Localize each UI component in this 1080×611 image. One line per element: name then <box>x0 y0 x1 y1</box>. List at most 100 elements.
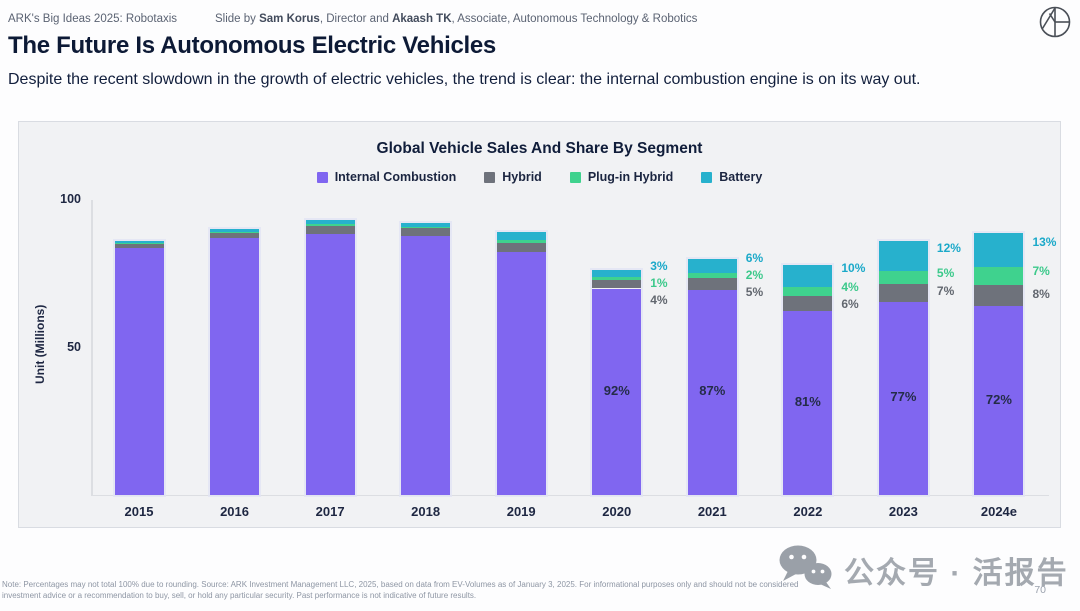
share-label-hybrid: 6% <box>841 296 859 311</box>
footer-note: Note: Percentages may not total 100% due… <box>2 579 987 601</box>
footer-note-line2: investment advice or a recommendation to… <box>2 591 477 600</box>
byline-author1: Sam Korus <box>259 13 320 25</box>
chart-title: Global Vehicle Sales And Share By Segmen… <box>376 140 703 157</box>
legend-label-hybrid: Hybrid <box>502 170 542 184</box>
legend-label-battery: Battery <box>719 170 763 184</box>
byline-suffix: , Associate, Autonomous Technology & Rob… <box>451 13 698 25</box>
bar-segment-battery <box>114 240 164 243</box>
wechat-icon <box>778 544 834 595</box>
share-label-battery: 10% <box>841 260 866 275</box>
bar-segment-battery <box>687 259 737 274</box>
x-axis-label: 2021 <box>697 504 727 519</box>
x-axis-label: 2023 <box>888 504 918 519</box>
legend-label-internal_combustion: Internal Combustion <box>334 170 457 184</box>
watermark: 公众号 · 活报告 <box>778 544 1069 595</box>
share-label-hybrid: 8% <box>1032 286 1050 301</box>
byline-middle: , Director and <box>319 13 393 25</box>
legend-item-battery: Battery <box>701 170 762 184</box>
bar-segment-internal_combustion <box>878 301 928 495</box>
y-tick-label: 100 <box>60 192 81 206</box>
share-label-battery: 6% <box>745 251 764 266</box>
chart-plot-area: Unit (Millions) 100 50 2015 2016 2017 2018 201… <box>19 122 1060 527</box>
legend-item-plug_in_hybrid: Plug-in Hybrid <box>569 170 674 184</box>
bar-segment-internal_combustion <box>114 248 164 495</box>
byline-author2: Akaash TK <box>392 13 452 25</box>
legend-label-plug_in_hybrid: Plug-in Hybrid <box>587 170 674 184</box>
legend-swatch-battery <box>701 171 713 183</box>
share-label-battery: 13% <box>1032 234 1057 249</box>
bar-segment-hybrid <box>974 285 1024 307</box>
byline: Slide by Sam Korus, Director and Akaash … <box>215 13 697 25</box>
page-number: 70 <box>1034 584 1046 596</box>
bar-segment-internal_combustion <box>592 288 642 495</box>
share-label-plug_in_hybrid: 4% <box>841 279 859 294</box>
bar-segment-battery <box>878 241 928 272</box>
subtitle: Despite the recent slowdown in the growt… <box>8 71 921 88</box>
bar-segment-internal_combustion <box>305 233 355 495</box>
x-axis-label: 2017 <box>315 504 345 519</box>
bar-segment-plug_in_hybrid <box>687 273 737 279</box>
chart-card: Global Vehicle Sales And Share By Segmen… <box>18 121 1061 528</box>
bar-segment-battery <box>305 220 355 225</box>
x-axis-label: 2018 <box>411 504 441 519</box>
legend-swatch-internal_combustion <box>316 171 328 183</box>
x-axis-label: 2019 <box>506 504 536 519</box>
x-axis-label: 2024e <box>980 504 1018 519</box>
legend-swatch-plug_in_hybrid <box>569 171 581 183</box>
share-label-internal-combustion: 77% <box>890 389 917 405</box>
bar-segment-internal_combustion <box>974 306 1024 495</box>
share-label-internal-combustion: 81% <box>794 393 821 409</box>
bar-segment-hybrid <box>592 279 642 289</box>
share-label-plug_in_hybrid: 7% <box>1032 264 1050 279</box>
bar-segment-battery <box>401 223 451 228</box>
share-label-internal-combustion: 87% <box>699 383 726 399</box>
legend-swatch-hybrid <box>484 171 496 183</box>
bar-segment-hybrid <box>496 242 546 252</box>
share-label-hybrid: 5% <box>745 285 764 300</box>
share-label-internal-combustion: 72% <box>985 391 1012 407</box>
bar-segment-hybrid <box>114 243 164 249</box>
bar-segment-battery <box>592 270 642 277</box>
bar-segment-hybrid <box>401 228 451 236</box>
y-axis-line <box>91 200 93 495</box>
x-axis-line <box>91 494 1049 496</box>
bar-segment-hybrid <box>687 278 737 290</box>
share-label-hybrid: 4% <box>650 292 668 307</box>
bar-segment-battery <box>783 264 833 288</box>
bar-segment-plug_in_hybrid <box>305 224 355 226</box>
bar-segment-plug_in_hybrid <box>496 239 546 243</box>
share-label-battery: 3% <box>650 258 668 273</box>
byline-prefix: Slide by <box>215 13 260 25</box>
watermark-text: 公众号 · 活报告 <box>844 556 1069 590</box>
bar-segment-plug_in_hybrid <box>401 227 451 228</box>
bar-segment-internal_combustion <box>401 235 451 495</box>
bar-segment-internal_combustion <box>783 310 833 495</box>
bar-segment-plug_in_hybrid <box>210 232 260 234</box>
bar-segment-battery <box>210 229 260 233</box>
footer-note-line1: Note: Percentages may not total 100% due… <box>2 580 799 589</box>
x-axis-label: 2020 <box>602 504 632 519</box>
share-label-plug_in_hybrid: 1% <box>650 275 668 290</box>
bar-segment-hybrid <box>783 296 833 311</box>
ark-logo-icon <box>1037 4 1073 45</box>
bar-segment-hybrid <box>305 225 355 234</box>
x-axis-label: 2022 <box>793 504 823 519</box>
bar-segment-internal_combustion <box>687 289 737 495</box>
page-title: The Future Is Autonomous Electric Vehicl… <box>8 32 496 59</box>
share-label-hybrid: 7% <box>936 283 955 298</box>
bar-segment-plug_in_hybrid <box>114 242 164 244</box>
legend-item-hybrid: Hybrid <box>484 170 542 184</box>
share-label-plug_in_hybrid: 5% <box>936 265 955 280</box>
bar-segment-battery <box>496 231 546 240</box>
share-label-internal-combustion: 92% <box>603 382 630 398</box>
share-label-plug_in_hybrid: 2% <box>745 268 764 283</box>
bar-segment-plug_in_hybrid <box>878 271 928 285</box>
legend-item-internal_combustion: Internal Combustion <box>316 170 457 184</box>
chart-legend: Internal Combustion Hybrid Plug-in Hybrid B… <box>19 170 1060 184</box>
breadcrumb: ARK's Big Ideas 2025: Robotaxis <box>8 13 178 25</box>
bar-segment-plug_in_hybrid <box>592 276 642 280</box>
bar-segment-battery <box>974 232 1024 267</box>
share-label-battery: 12% <box>936 241 961 256</box>
bar-segment-internal_combustion <box>210 238 260 495</box>
